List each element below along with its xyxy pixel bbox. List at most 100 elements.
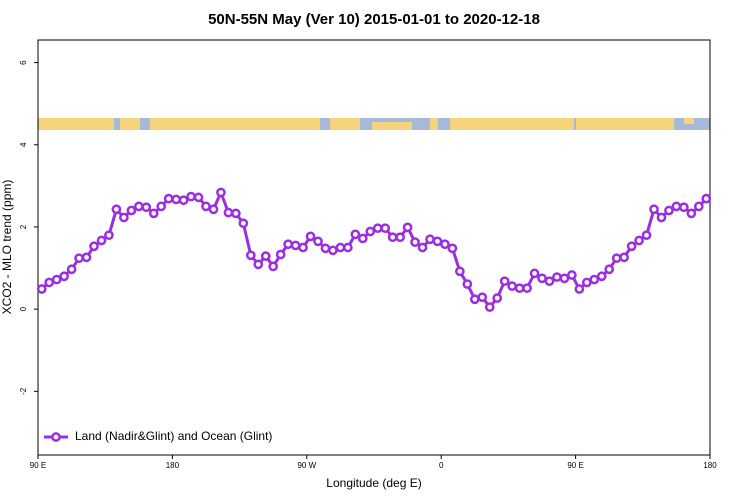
data-point: [469, 294, 480, 305]
data-point: [410, 237, 420, 248]
x-tick-label: 180: [166, 461, 180, 470]
data-point: [216, 187, 226, 198]
data-point: [283, 239, 293, 250]
data-point: [148, 208, 159, 219]
data-point: [529, 268, 540, 279]
data-point: [589, 274, 600, 285]
plot-frame: [37, 39, 711, 456]
data-point: [36, 284, 47, 294]
data-point: [656, 212, 667, 223]
data-point: [492, 293, 503, 303]
data-point: [96, 235, 107, 246]
data-point: [641, 230, 652, 241]
y-tick-label: 0: [19, 306, 28, 311]
data-point: [208, 204, 219, 215]
x-axis-label: Longitude (deg E): [326, 476, 421, 490]
data-point: [387, 232, 398, 243]
map-strip: [38, 118, 710, 130]
data-point: [552, 272, 562, 282]
data-point: [44, 277, 55, 288]
data-point: [671, 201, 682, 212]
data-point: [59, 271, 69, 282]
data-point: [163, 193, 174, 204]
data-point: [365, 226, 376, 237]
data-point: [201, 201, 211, 212]
data-point: [395, 232, 405, 243]
data-point: [104, 230, 114, 241]
data-point: [604, 264, 615, 275]
data-point: [679, 202, 689, 213]
data-point: [193, 192, 204, 203]
data-point: [320, 243, 331, 254]
data-point: [156, 201, 167, 212]
data-point: [664, 205, 674, 216]
data-point: [305, 231, 316, 242]
data-point: [619, 252, 629, 263]
data-point: [611, 253, 622, 264]
data-point: [567, 270, 577, 280]
data-point: [402, 222, 413, 233]
data-point: [178, 195, 189, 206]
y-tick-label: 4: [19, 142, 28, 147]
data-point: [574, 284, 585, 294]
data-point: [484, 302, 495, 312]
data-point: [432, 236, 443, 247]
data-point: [649, 204, 659, 215]
data-point: [253, 259, 264, 270]
data-point: [141, 202, 152, 213]
data-point: [74, 253, 84, 264]
data-point: [186, 191, 196, 202]
data-point: [686, 208, 697, 219]
data-point: [343, 242, 353, 253]
data-point: [544, 276, 555, 287]
data-point: [634, 235, 644, 246]
y-axis-label: XCO2 - MLO trend (ppm): [0, 180, 14, 315]
data-point: [119, 212, 129, 223]
data-point: [357, 233, 368, 244]
data-point: [693, 201, 704, 212]
data-point: [455, 266, 465, 277]
data-point: [499, 276, 510, 287]
data-point: [238, 218, 249, 229]
x-tick-label: 90 W: [297, 461, 316, 470]
data-point: [245, 250, 256, 261]
data-point: [298, 242, 308, 253]
data-point: [268, 261, 279, 272]
data-point: [51, 274, 62, 285]
data-point: [111, 204, 122, 215]
data-point: [596, 271, 607, 282]
data-point: [701, 193, 712, 204]
x-tick-label: 90 E: [567, 461, 583, 470]
data-point: [514, 283, 525, 294]
y-tick-label: 6: [19, 60, 28, 65]
data-point: [350, 229, 361, 240]
legend-marker: [51, 432, 61, 442]
data-point: [290, 240, 301, 251]
data-point: [335, 242, 346, 253]
data-point: [275, 249, 286, 260]
data-point: [223, 207, 234, 218]
x-tick-label: 180: [703, 461, 717, 470]
data-point: [581, 277, 592, 288]
data-point: [231, 208, 241, 219]
y-tick-label: 2: [19, 224, 28, 229]
data-point: [507, 281, 517, 291]
data-point: [440, 239, 450, 250]
legend-label: Land (Nadir&Glint) and Ocean (Glint): [75, 429, 272, 443]
data-point: [626, 241, 637, 252]
data-point: [477, 292, 488, 303]
data-point: [171, 194, 181, 205]
data-point: [380, 223, 391, 234]
data-point: [81, 252, 92, 263]
data-point: [260, 251, 271, 261]
y-tick-label: -2: [19, 387, 28, 395]
data-point: [417, 242, 428, 253]
data-point: [425, 234, 435, 245]
data-point: [522, 283, 532, 294]
data-point: [462, 279, 473, 289]
data-point: [313, 236, 323, 247]
x-tick-label: 0: [439, 461, 444, 470]
data-point: [133, 201, 144, 212]
data-point: [66, 264, 77, 275]
